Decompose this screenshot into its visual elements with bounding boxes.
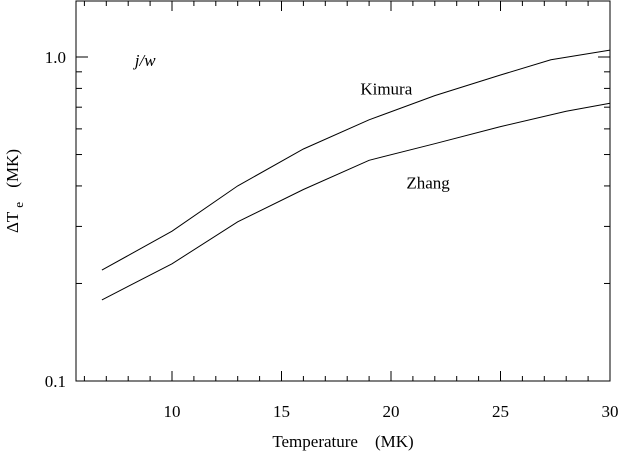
- svg-text:ΔT e (MK): ΔT e (MK): [3, 149, 27, 233]
- x-tick-label: 20: [383, 402, 400, 421]
- y-axis-label: ΔT e (MK): [3, 149, 27, 233]
- y-axis-label-main: ΔT: [3, 211, 22, 233]
- x-tick-label: 30: [602, 402, 619, 421]
- plot-frame: [75, 0, 611, 382]
- annotation-kimura: Kimura: [360, 79, 412, 98]
- y-tick-label: 1.0: [45, 48, 66, 67]
- annotation-zhang: Zhang: [406, 173, 450, 192]
- y-axis-label-unit: (MK): [3, 149, 22, 188]
- y-tick-label: 0.1: [45, 372, 66, 391]
- annotations: j/w Kimura Zhang: [133, 51, 450, 193]
- ticks: [76, 1, 611, 382]
- x-tick-label: 10: [164, 402, 181, 421]
- y-axis-label-sub: e: [11, 202, 26, 208]
- series-lines: [101, 49, 611, 301]
- series-line-1: [101, 49, 611, 271]
- series-line-2: [101, 102, 611, 301]
- annotation-j-w: j/w: [133, 51, 156, 70]
- x-tick-label: 15: [273, 402, 290, 421]
- x-tick-label: 25: [492, 402, 509, 421]
- x-axis-label: Temperature (MK): [272, 432, 413, 451]
- tick-labels: 10 15 20 25 30 0.1 1.0: [45, 48, 619, 421]
